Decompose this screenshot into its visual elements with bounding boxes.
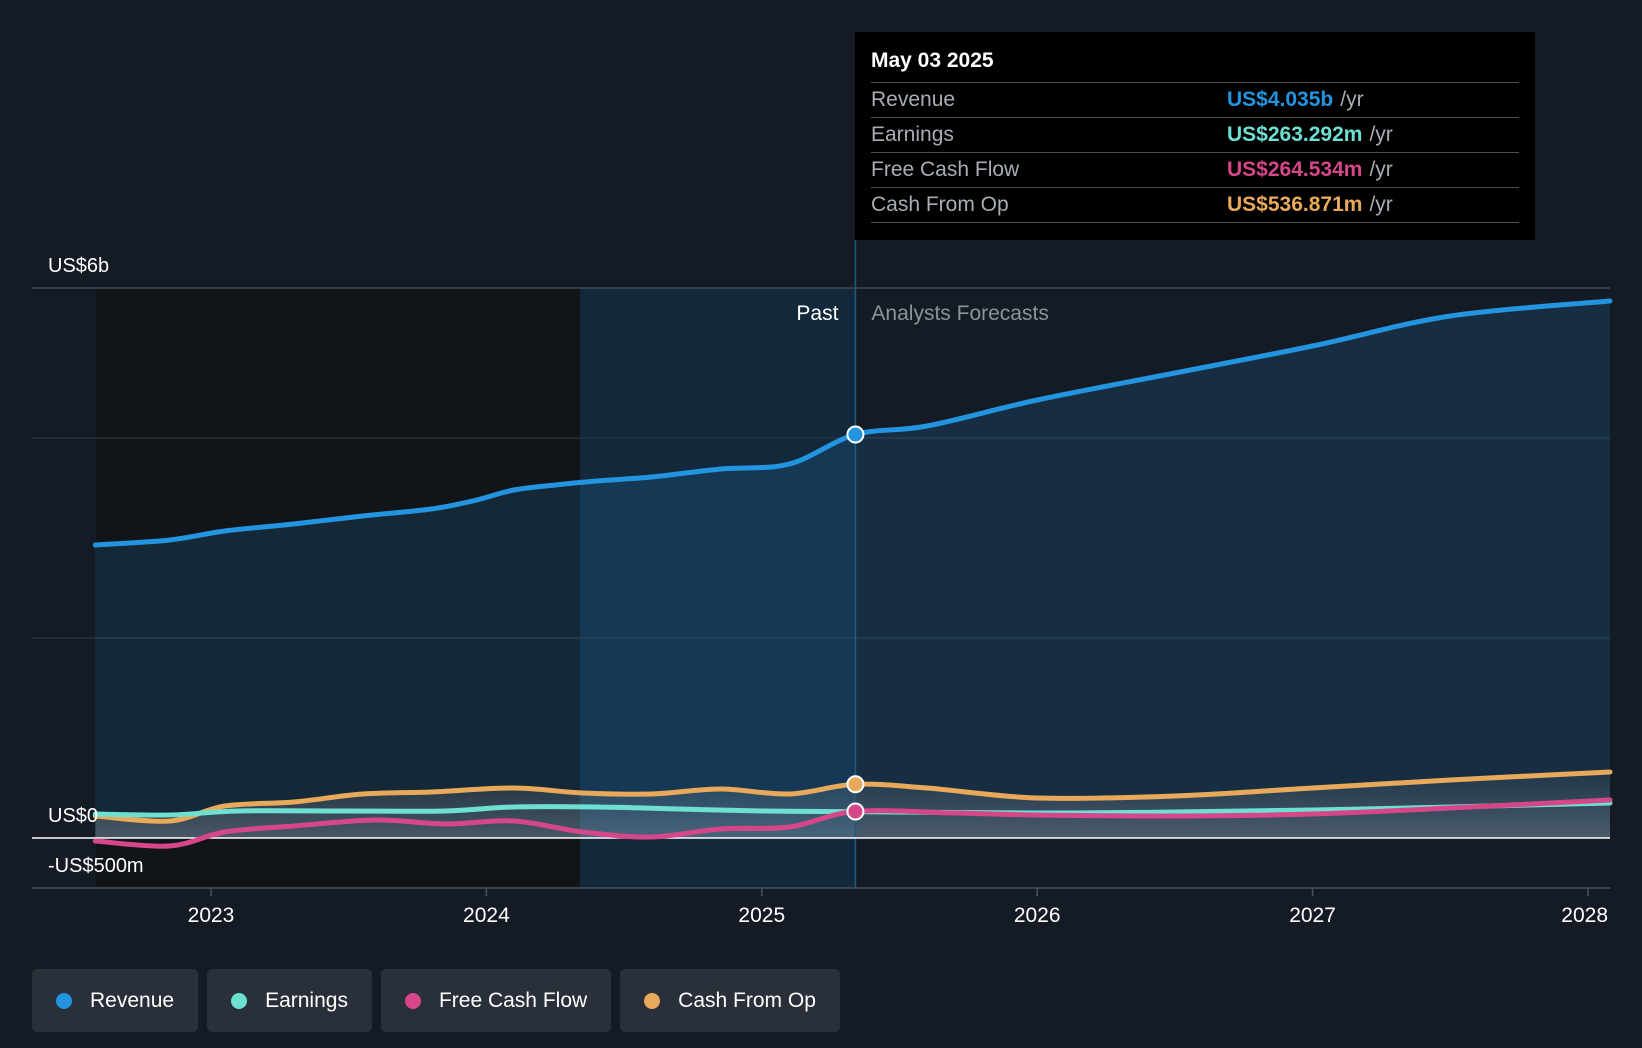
series-lines	[92, 298, 1613, 849]
x-tick-label: 2024	[463, 904, 510, 927]
tooltip: May 03 2025 Revenue US$4.035b /yr Earnin…	[855, 32, 1535, 240]
tooltip-row-unit: /yr	[1369, 193, 1393, 216]
y-axis-labels: US$6b US$0 -US$500m	[48, 255, 144, 877]
x-tick-label: 2027	[1289, 904, 1336, 927]
x-tick-label: 2023	[188, 904, 235, 927]
legend: Revenue Earnings Free Cash Flow Cash Fro…	[32, 969, 840, 1032]
free-cash-flow-marker	[846, 802, 865, 821]
revenue-line	[92, 298, 1613, 548]
legend-item-free-cash-flow[interactable]: Free Cash Flow	[380, 969, 612, 1032]
tooltip-row-free-cash-flow: Free Cash Flow US$264.534m /yr	[871, 152, 1519, 187]
free-cash-flow-line	[92, 797, 1613, 849]
legend-label: Cash From Op	[678, 988, 816, 1012]
tooltip-row-name: Earnings	[871, 123, 954, 146]
revenue-marker	[846, 425, 865, 444]
y-axis-label: US$0	[48, 805, 98, 827]
tooltip-row-value: US$536.871m	[1227, 193, 1363, 216]
x-tick-label: 2026	[1014, 904, 1061, 927]
legend-label: Earnings	[265, 988, 348, 1012]
legend-item-cash-from-op[interactable]: Cash From Op	[620, 969, 840, 1032]
past-label: Past	[796, 302, 838, 325]
tooltip-date: May 03 2025	[871, 49, 994, 72]
legend-label: Free Cash Flow	[438, 988, 588, 1012]
legend-dot-icon	[644, 992, 661, 1009]
tooltip-row-name: Cash From Op	[871, 193, 1009, 216]
x-axis-ticks: 2023 2024 2025 2026 2027 2028	[188, 888, 1608, 927]
y-axis-label: -US$500m	[48, 855, 144, 877]
tooltip-row-earnings: Earnings US$263.292m /yr	[871, 117, 1519, 152]
x-tick-label: 2025	[738, 904, 785, 927]
cash-from-op-line	[92, 769, 1613, 824]
tooltip-row-unit: /yr	[1340, 88, 1364, 111]
tooltip-row-cash-from-op: Cash From Op US$536.871m /yr	[871, 187, 1519, 223]
forecast-label: Analysts Forecasts	[871, 302, 1048, 325]
legend-dot-icon	[404, 992, 421, 1009]
gridlines	[32, 287, 1610, 639]
tooltip-row-value: US$263.292m	[1227, 123, 1363, 146]
legend-item-revenue[interactable]: Revenue	[32, 969, 199, 1032]
y-axis-label: US$6b	[48, 255, 109, 277]
tooltip-row-name: Revenue	[871, 88, 956, 111]
tooltip-row-revenue: Revenue US$4.035b /yr	[871, 82, 1519, 117]
tooltip-markers	[846, 425, 865, 821]
legend-item-earnings[interactable]: Earnings	[207, 969, 372, 1032]
x-tick-label: 2028	[1561, 904, 1608, 927]
tooltip-row-value: US$264.534m	[1227, 158, 1363, 181]
tooltip-row-unit: /yr	[1369, 123, 1393, 146]
cash-from-op-marker	[846, 775, 865, 794]
tooltip-row-name: Free Cash Flow	[871, 158, 1020, 181]
revenue-area	[95, 301, 1610, 838]
tooltip-row-unit: /yr	[1369, 158, 1393, 181]
legend-label: Revenue	[90, 988, 175, 1012]
legend-dot-icon	[56, 992, 72, 1009]
legend-dot-icon	[231, 992, 248, 1009]
earnings-line	[92, 800, 1613, 818]
tooltip-row-value: US$4.035b	[1227, 88, 1334, 111]
